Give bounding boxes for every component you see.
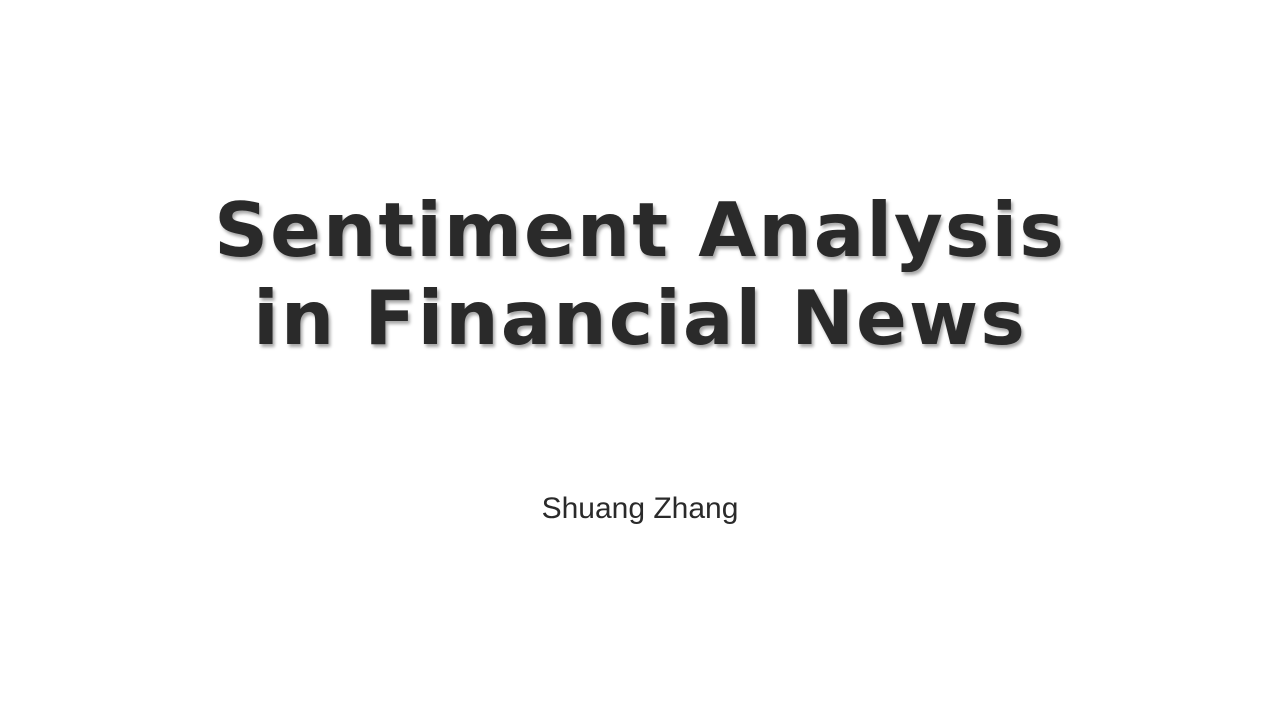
title-line-2: in Financial News: [253, 274, 1027, 362]
author-name: Shuang Zhang: [541, 492, 739, 525]
slide-title: Sentiment Analysis in Financial News: [0, 186, 1280, 362]
title-line-1: Sentiment Analysis: [214, 186, 1066, 274]
